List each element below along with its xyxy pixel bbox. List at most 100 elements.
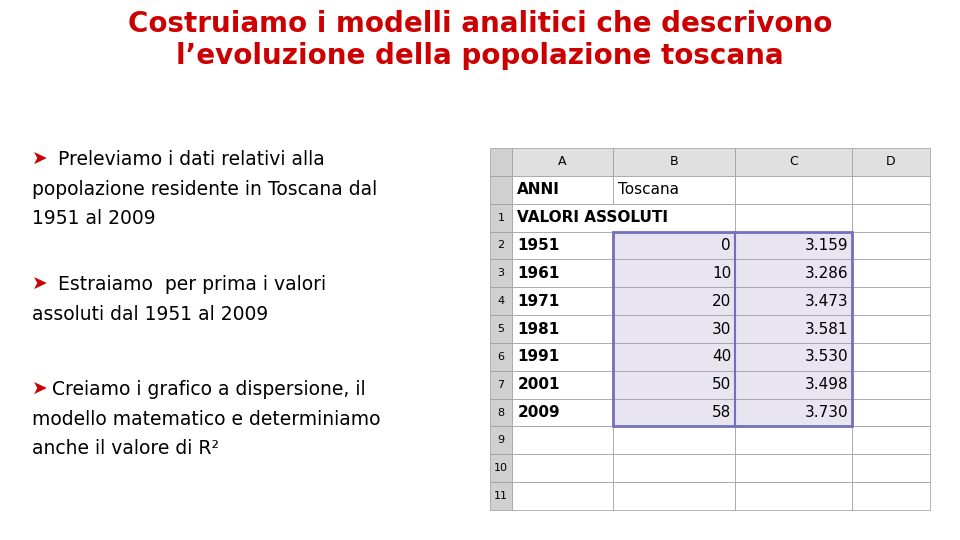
Text: C: C <box>789 156 798 168</box>
Text: 10: 10 <box>711 266 732 281</box>
Bar <box>612 315 735 343</box>
Text: Creiamo i grafico a dispersione, il: Creiamo i grafico a dispersione, il <box>52 380 366 399</box>
Bar <box>490 454 513 482</box>
Text: VALORI ASSOLUTI: VALORI ASSOLUTI <box>517 210 668 225</box>
Bar <box>513 454 612 482</box>
Bar <box>852 399 930 427</box>
Bar <box>735 482 852 510</box>
Text: Costruiamo i modelli analitici che descrivono
l’evoluzione della popolazione tos: Costruiamo i modelli analitici che descr… <box>128 10 832 70</box>
Bar <box>513 482 612 510</box>
Text: 1991: 1991 <box>517 349 560 364</box>
Bar <box>490 371 513 399</box>
Bar <box>490 399 513 427</box>
Text: 3.473: 3.473 <box>804 294 848 309</box>
Text: 5: 5 <box>497 324 505 334</box>
Bar <box>852 454 930 482</box>
Bar <box>490 343 513 371</box>
Bar <box>612 287 735 315</box>
Bar <box>513 315 612 343</box>
Bar <box>490 427 513 454</box>
Bar <box>513 176 612 204</box>
Text: 40: 40 <box>711 349 732 364</box>
Bar <box>735 287 852 315</box>
Bar <box>513 232 612 259</box>
Text: 1961: 1961 <box>517 266 560 281</box>
Bar <box>490 287 513 315</box>
Bar <box>513 148 612 176</box>
Bar <box>735 399 852 427</box>
Bar <box>513 399 612 427</box>
Bar <box>612 148 735 176</box>
Text: 3.730: 3.730 <box>804 405 848 420</box>
Bar <box>490 259 513 287</box>
Text: 7: 7 <box>497 380 505 390</box>
Bar <box>735 454 852 482</box>
Bar <box>852 482 930 510</box>
Text: D: D <box>886 156 896 168</box>
Text: 20: 20 <box>711 294 732 309</box>
Text: 9: 9 <box>497 435 505 445</box>
Text: A: A <box>558 156 566 168</box>
Bar <box>852 343 930 371</box>
Text: ➤: ➤ <box>32 275 48 294</box>
Text: 3.159: 3.159 <box>804 238 848 253</box>
Text: assoluti dal 1951 al 2009: assoluti dal 1951 al 2009 <box>32 305 268 323</box>
Text: 1971: 1971 <box>517 294 560 309</box>
Text: ➤: ➤ <box>32 150 48 169</box>
Text: B: B <box>669 156 678 168</box>
Text: Toscana: Toscana <box>617 183 679 197</box>
Bar <box>852 287 930 315</box>
Text: 3.498: 3.498 <box>804 377 848 392</box>
Text: 10: 10 <box>494 463 508 473</box>
Text: ➤: ➤ <box>32 380 48 399</box>
Bar <box>513 287 612 315</box>
Text: 2001: 2001 <box>517 377 560 392</box>
Bar <box>612 482 735 510</box>
Text: Preleviamo i dati relativi alla: Preleviamo i dati relativi alla <box>52 150 324 169</box>
Bar <box>735 232 852 259</box>
Bar <box>852 204 930 232</box>
Bar <box>735 427 852 454</box>
Bar <box>490 176 513 204</box>
Bar <box>735 343 852 371</box>
Text: 1981: 1981 <box>517 321 560 336</box>
Bar <box>513 427 612 454</box>
Bar <box>852 371 930 399</box>
Bar <box>852 315 930 343</box>
Text: 1951: 1951 <box>517 238 560 253</box>
Bar <box>735 315 852 343</box>
Bar <box>612 343 735 371</box>
Bar <box>852 148 930 176</box>
Text: 50: 50 <box>711 377 732 392</box>
Text: 3: 3 <box>497 268 505 278</box>
Bar <box>513 371 612 399</box>
Bar <box>513 259 612 287</box>
Text: popolazione residente in Toscana dal: popolazione residente in Toscana dal <box>32 180 377 199</box>
Text: 2009: 2009 <box>517 405 560 420</box>
Text: Estraiamo  per prima i valori: Estraiamo per prima i valori <box>52 275 326 294</box>
Text: 30: 30 <box>711 321 732 336</box>
Text: ANNI: ANNI <box>517 183 560 197</box>
Bar <box>490 482 513 510</box>
Bar <box>735 176 852 204</box>
Text: 0: 0 <box>721 238 732 253</box>
Text: 8: 8 <box>497 408 505 417</box>
Bar <box>735 204 852 232</box>
Text: 1951 al 2009: 1951 al 2009 <box>32 210 156 228</box>
Bar <box>735 148 852 176</box>
Bar <box>612 259 735 287</box>
Text: 3.530: 3.530 <box>804 349 848 364</box>
Text: 1: 1 <box>497 213 505 222</box>
Bar <box>490 204 513 232</box>
Bar <box>852 427 930 454</box>
Bar <box>513 204 735 232</box>
Bar <box>490 315 513 343</box>
Bar <box>852 259 930 287</box>
Text: 3.286: 3.286 <box>804 266 848 281</box>
Text: 4: 4 <box>497 296 505 306</box>
Text: 58: 58 <box>711 405 732 420</box>
Text: modello matematico e determiniamo: modello matematico e determiniamo <box>32 410 380 429</box>
Bar <box>852 176 930 204</box>
Text: 3.581: 3.581 <box>804 321 848 336</box>
Text: 6: 6 <box>497 352 505 362</box>
